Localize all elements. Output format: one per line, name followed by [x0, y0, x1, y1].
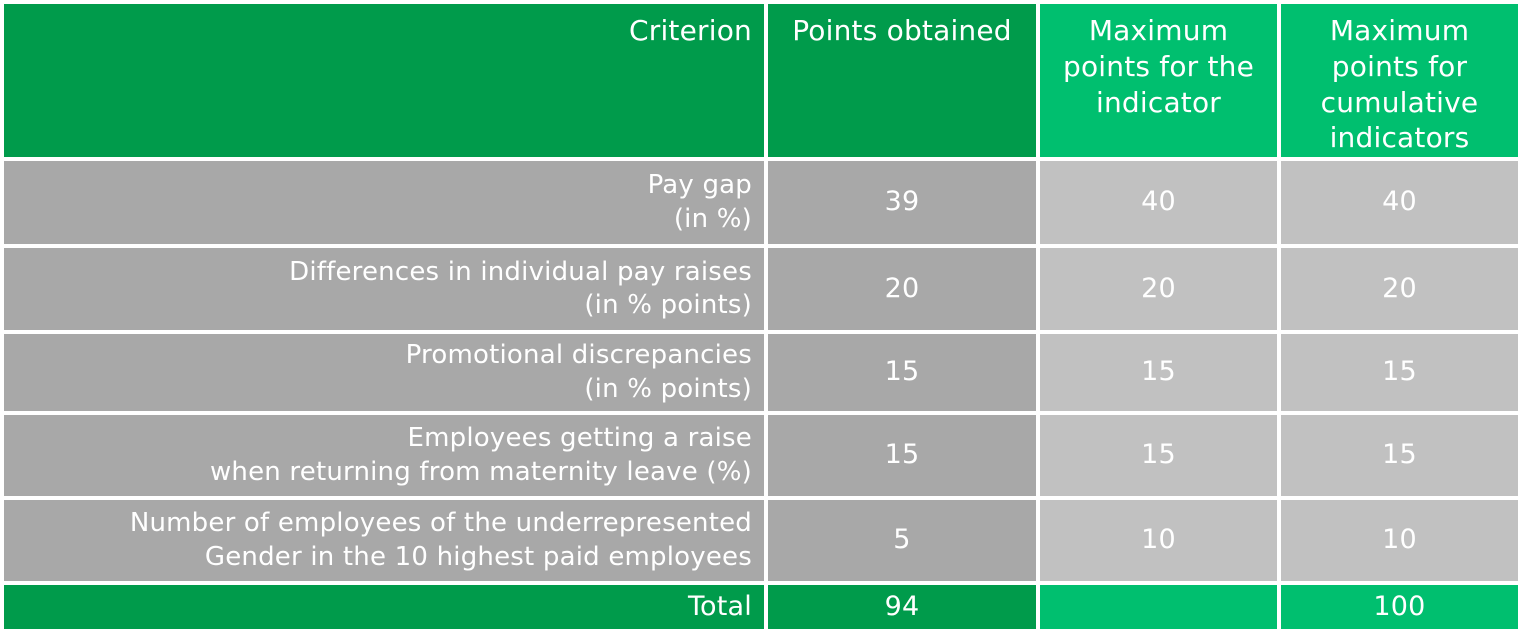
- total-points-obtained: 94: [768, 585, 1036, 629]
- row-maternity-criterion: Employees getting a raise when returning…: [4, 415, 764, 496]
- row-pay-gap-max-indicator: 40: [1040, 161, 1277, 244]
- row-pay-gap-max-cumulative: 40: [1281, 161, 1518, 244]
- row-pay-raises-criterion: Differences in individual pay raises (in…: [4, 248, 764, 330]
- row-underrepresented-max-indicator: 10: [1040, 500, 1277, 581]
- total-max-indicator: [1040, 585, 1277, 629]
- row-underrepresented-points-obtained: 5: [768, 500, 1036, 581]
- row-maternity-max-cumulative: 15: [1281, 415, 1518, 496]
- row-promotional-criterion: Promotional discrepancies (in % points): [4, 334, 764, 411]
- row-pay-raises-max-indicator: 20: [1040, 248, 1277, 330]
- row-pay-raises-max-cumulative: 20: [1281, 248, 1518, 330]
- row-underrepresented-criterion: Number of employees of the underrepresen…: [4, 500, 764, 581]
- total-max-cumulative: 100: [1281, 585, 1518, 629]
- header-cell-max-cumulative: Maximum points for cumulative indicators: [1281, 4, 1518, 157]
- header-cell-points-obtained: Points obtained: [768, 4, 1036, 157]
- row-promotional-points-obtained: 15: [768, 334, 1036, 411]
- row-maternity-points-obtained: 15: [768, 415, 1036, 496]
- row-promotional-max-cumulative: 15: [1281, 334, 1518, 411]
- header-cell-criterion: Criterion: [4, 4, 764, 157]
- row-underrepresented-max-cumulative: 10: [1281, 500, 1518, 581]
- row-pay-raises-points-obtained: 20: [768, 248, 1036, 330]
- row-pay-gap-criterion: Pay gap (in %): [4, 161, 764, 244]
- header-cell-max-indicator: Maximum points for the indicator: [1040, 4, 1277, 157]
- total-row-label: Total: [4, 585, 764, 629]
- row-pay-gap-points-obtained: 39: [768, 161, 1036, 244]
- row-promotional-max-indicator: 15: [1040, 334, 1277, 411]
- row-maternity-max-indicator: 15: [1040, 415, 1277, 496]
